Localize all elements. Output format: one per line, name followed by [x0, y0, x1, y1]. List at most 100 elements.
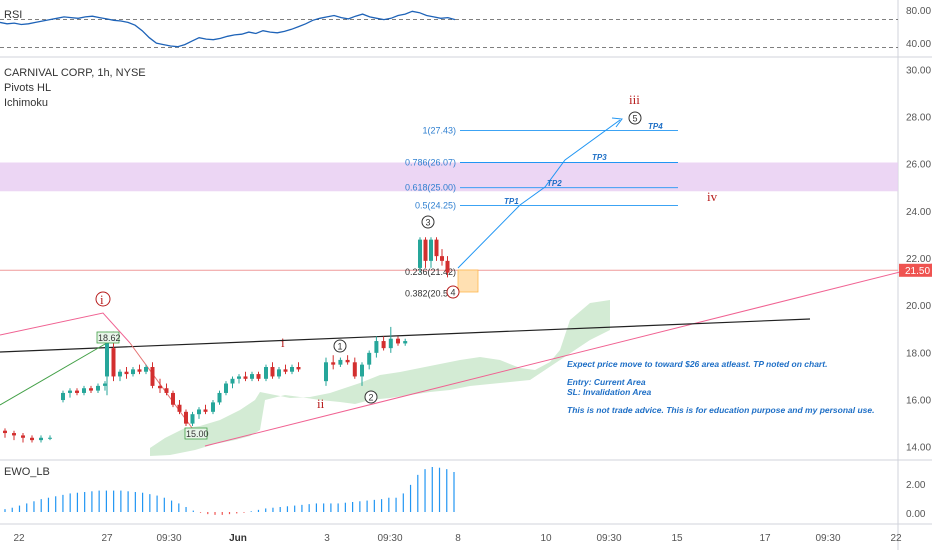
rsi-line — [0, 10, 456, 48]
red-channel-line — [204, 263, 932, 447]
price-tick-4: 22.00 — [906, 254, 931, 265]
candle-body — [367, 352, 372, 365]
target-zone — [0, 162, 898, 192]
pivot-tag-low-text: 15.00 — [186, 429, 209, 439]
time-axis: 22 27 09:30 Jun 3 09:30 8 10 09:30 15 17 09:30 22 — [13, 533, 902, 544]
tp3-label: TP3 — [592, 153, 607, 162]
x-tick-9: 15 — [671, 533, 683, 544]
wave-4-text: 4 — [451, 288, 456, 298]
candle-body — [230, 378, 235, 384]
candle-body — [96, 385, 100, 391]
candle-body — [190, 414, 195, 424]
x-tick-10: 17 — [759, 533, 771, 544]
candle-body — [270, 367, 275, 377]
candle-body — [381, 341, 386, 349]
wave-circle-i: i — [95, 291, 111, 307]
x-tick-5: 09:30 — [377, 533, 402, 544]
rsi-tick-80: 80.00 — [906, 6, 931, 17]
candle-body — [429, 239, 433, 261]
candle-body — [144, 367, 148, 372]
fib-label-3: 0.5(24.25) — [415, 200, 456, 210]
candle-body — [131, 369, 135, 375]
indicator-pivots-label: Pivots HL — [4, 82, 51, 94]
wave-circle-4: 4 — [446, 285, 460, 299]
price-tick-8: 30.00 — [906, 65, 931, 76]
pivot-tag-high: 18.62 — [96, 331, 121, 344]
price-y-axis: 14.00 16.00 18.00 20.00 22.00 24.00 26.00 28.00… — [906, 65, 931, 453]
fib-label-4: 0.236(21.42) — [405, 267, 456, 277]
projection-path — [457, 119, 621, 269]
x-tick-12: 22 — [890, 533, 902, 544]
candle-body — [105, 338, 109, 377]
candle-body — [48, 437, 52, 439]
price-tick-2: 18.00 — [906, 348, 931, 359]
candles — [3, 237, 450, 443]
candle-body — [68, 390, 72, 393]
candle-body — [243, 376, 248, 379]
candle-body — [3, 430, 7, 434]
candle-body — [197, 409, 201, 415]
candle-body — [250, 374, 254, 379]
candle-body — [338, 359, 343, 365]
candle-body — [345, 359, 350, 363]
candle-body — [324, 362, 328, 382]
rsi-title: RSI — [4, 9, 22, 21]
tp4-label: TP4 — [648, 122, 663, 131]
pivot-tag-high-text: 18.62 — [98, 333, 121, 343]
rsi-tick-40: 40.00 — [906, 39, 931, 50]
wave-2-text: 2 — [369, 393, 374, 403]
candle-body — [440, 256, 444, 261]
tp2-label: TP2 — [547, 179, 562, 188]
wave-i-label: i — [281, 335, 285, 350]
candle-body — [277, 369, 281, 377]
candle-body — [352, 362, 357, 377]
candle-body — [224, 383, 228, 393]
x-tick-8: 09:30 — [596, 533, 621, 544]
wave-3-text: 3 — [426, 218, 431, 228]
x-tick-4: 3 — [324, 533, 330, 544]
x-tick-7: 10 — [540, 533, 552, 544]
candle-body — [423, 239, 428, 261]
wave-iii-label: iii — [629, 92, 640, 107]
candle-body — [374, 341, 379, 353]
ewo-bars — [4, 467, 455, 515]
black-trend-line — [0, 318, 811, 353]
x-tick-11: 09:30 — [815, 533, 840, 544]
candle-body — [75, 390, 79, 393]
candle-body — [264, 367, 268, 379]
rsi-pane: RSI 80.00 40.00 — [0, 6, 931, 50]
candle-body — [30, 437, 34, 441]
candle-body — [177, 404, 182, 412]
note-line-4: This is not trade advice. This is for ed… — [567, 405, 875, 415]
fib-label-2: 0.618(25.00) — [405, 183, 456, 193]
fib-levels: 1(27.43) 0.786(26.07) 0.618(25.00) 0.5(24.2… — [405, 125, 678, 299]
candle-body — [403, 341, 408, 344]
candle-body — [445, 260, 450, 273]
x-tick-1: 27 — [101, 533, 113, 544]
wave-iv-label: iv — [707, 189, 718, 204]
wave-1-text: 1 — [338, 342, 343, 352]
note-line-1: Expect price move to toward $26 area atl… — [567, 359, 827, 369]
candle-body — [388, 338, 393, 349]
candle-body — [434, 239, 439, 257]
candle-body — [103, 383, 107, 386]
candle-body — [211, 402, 215, 412]
ewo-tick-0: 0.00 — [906, 509, 926, 520]
candle-body — [290, 367, 294, 372]
candle-body — [164, 388, 169, 393]
candle-body — [184, 411, 188, 424]
candle-body — [118, 371, 122, 377]
pivot-zigzag-pink — [0, 312, 131, 344]
candle-body — [360, 364, 364, 377]
candle-body — [12, 433, 16, 436]
wave-circle-5: 5 — [628, 111, 642, 125]
tp1-label: TP1 — [504, 197, 519, 206]
candle-body — [89, 388, 93, 391]
candle-body — [418, 239, 422, 268]
candle-body — [150, 367, 155, 386]
wave-circle-i-text: i — [100, 292, 104, 307]
ewo-tick-2: 2.00 — [906, 480, 926, 491]
last-price-text: 21.50 — [905, 266, 930, 277]
